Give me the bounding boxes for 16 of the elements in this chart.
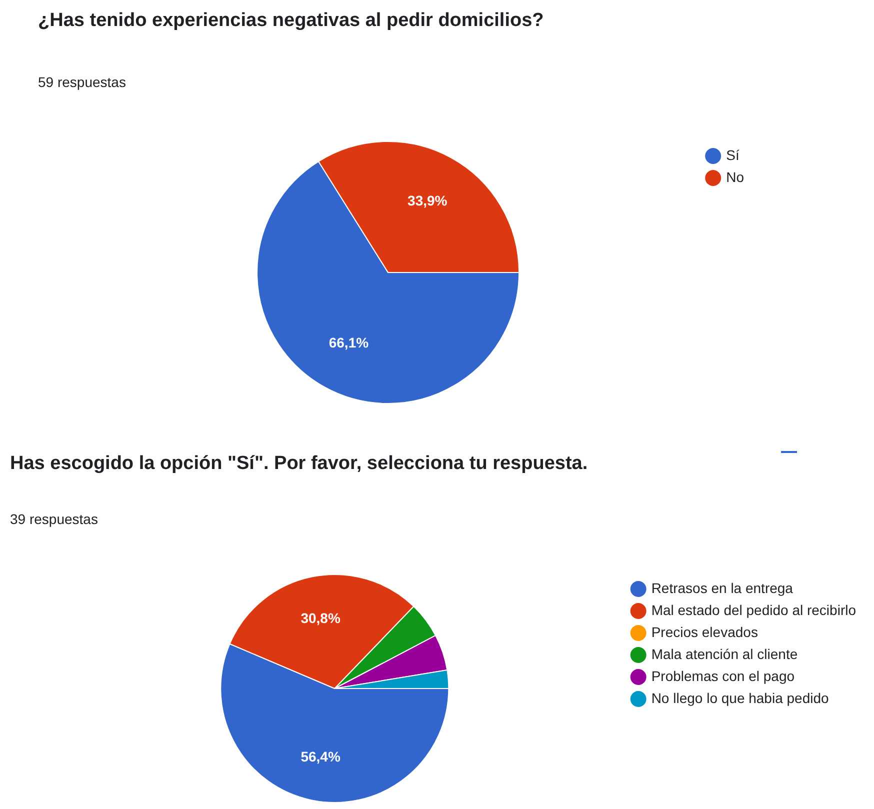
- data-label: 66,1%: [328, 334, 370, 350]
- legend-label: Retrasos en la entrega: [651, 580, 794, 596]
- data-label: 56,4%: [300, 748, 341, 765]
- chart-title: Has escogido la opción "Sí". Por favor, selecciona tu respuesta.: [10, 453, 588, 475]
- text: 59 respuestas: [38, 74, 126, 90]
- legend-label: Sí: [726, 146, 740, 163]
- data-label: 30,8%: [300, 610, 341, 626]
- legend-label: Problemas con el pago: [651, 668, 795, 684]
- legend-label: Mal estado del pedido al recibirlo: [651, 602, 856, 618]
- legend-label: Mala atención al cliente: [651, 646, 798, 662]
- legend-label: Precios elevados: [651, 624, 758, 640]
- legend-label: No llego lo que habia pedido: [651, 690, 830, 706]
- data-label: 33,9%: [408, 192, 448, 208]
- legend-label: No: [726, 168, 744, 185]
- text: 39 respuestas: [10, 511, 98, 527]
- chart-title: ¿Has tenido experiencias negativas al pedir domicilios?: [38, 10, 544, 32]
